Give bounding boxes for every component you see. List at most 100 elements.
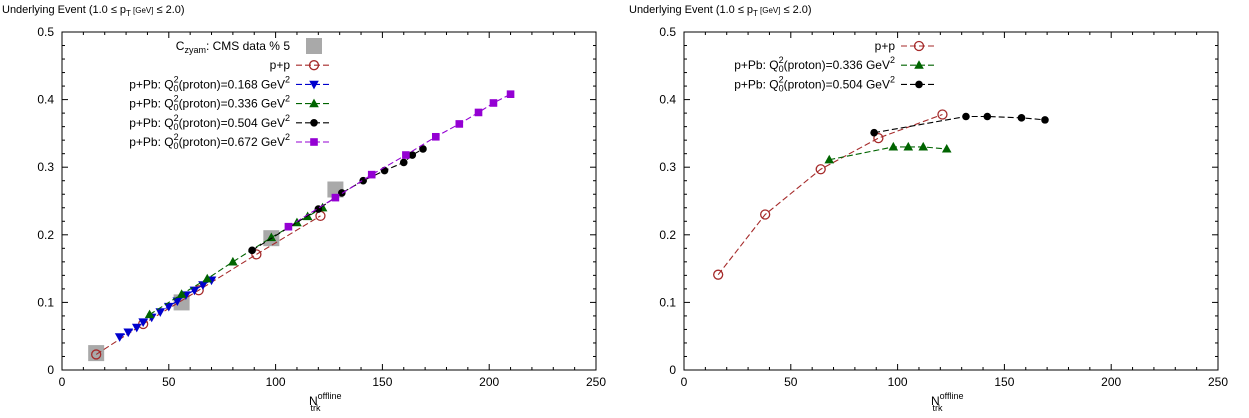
chart-title-unit: [GeV] (758, 6, 781, 15)
data-point (114, 333, 125, 342)
legend-marker (914, 60, 924, 69)
data-point (455, 120, 464, 128)
data-point (228, 256, 238, 266)
data-point (903, 141, 914, 151)
x-tick-label: 150 (994, 375, 1014, 389)
x-tick-label: 0 (59, 375, 66, 389)
x-tick-label: 200 (1101, 375, 1121, 389)
legend-label: p+p (875, 39, 896, 53)
data-point (870, 128, 878, 137)
legend-label-text: p+p (875, 39, 896, 53)
y-tick-label: 0 (669, 363, 676, 377)
x-tick-label: 100 (266, 375, 286, 389)
legend-label: p+Pb: Q2 0(proton)=0.672 GeV2 (129, 132, 290, 151)
series-line (829, 146, 947, 161)
legend-label-text: p+Pb: Q (734, 58, 778, 72)
legend-label: p+Pb: Q2 0(proton)=0.504 GeV2 (734, 74, 895, 93)
series-1 (91, 210, 326, 360)
legend-label: p+Pb: Q2 0(proton)=0.336 GeV2 (734, 55, 895, 74)
data-point (918, 141, 929, 151)
y-tick-label: 0.1 (37, 295, 54, 309)
series-line (874, 115, 1046, 134)
data-point (248, 246, 256, 255)
legend-label-text: p+p (270, 58, 291, 72)
data-point (399, 158, 408, 167)
x-tick-label: 150 (372, 375, 392, 389)
chart-title-text: ≤ 2.0) (153, 4, 184, 16)
data-point (284, 222, 293, 231)
legend-label-superscript: 2 (890, 74, 895, 84)
legend-label-text: p+Pb: Q (734, 77, 778, 91)
data-point (367, 170, 376, 179)
y-tick-label: 0 (47, 363, 54, 377)
legend-marker (310, 138, 318, 146)
series-0 (88, 181, 344, 362)
data-point (888, 141, 899, 151)
legend-label-subscript: 0 (174, 141, 179, 151)
legend-label-superscript: 2 (174, 94, 179, 104)
legend-marker (308, 60, 320, 71)
legend-marker (309, 80, 319, 90)
legend-label: Czyam: CMS data % 5 (176, 39, 291, 55)
series-1 (824, 141, 952, 164)
data-point (760, 209, 771, 220)
series-2 (114, 276, 217, 342)
data-point (202, 273, 213, 283)
legend-label-text: (proton)=0.168 GeV (179, 77, 285, 91)
chart-title: Underlying Event (1.0 ≤ pT [GeV] ≤ 2.0) (2, 4, 185, 18)
series-5 (284, 90, 515, 231)
data-point (983, 112, 992, 121)
legend-label-superscript: 2 (779, 74, 784, 84)
x-axis-label-superscript: offline (940, 391, 964, 401)
series-0 (713, 109, 948, 280)
legend-label-superscript: 2 (174, 74, 179, 84)
x-tick-label: 250 (1208, 375, 1228, 389)
chart-title: Underlying Event (1.0 ≤ pT [GeV] ≤ 2.0) (629, 4, 812, 18)
data-point (432, 132, 440, 141)
data-point (941, 143, 952, 153)
legend-label: p+Pb: Q2 0(proton)=0.168 GeV2 (129, 74, 290, 93)
x-axis-label-subscript: trk (933, 403, 943, 413)
y-tick-label: 0.3 (659, 160, 676, 174)
y-tick-label: 0.4 (659, 93, 676, 107)
data-point (338, 189, 346, 197)
data-point (331, 193, 340, 202)
left-panel: Underlying Event (1.0 ≤ pT [GeV] ≤ 2.0) 0… (2, 4, 606, 413)
x-tick-label: 0 (681, 375, 688, 389)
legend-label-superscript: 2 (285, 132, 290, 142)
legend-label-superscript: 2 (285, 74, 290, 84)
data-point (1017, 114, 1026, 122)
x-axis-label: Noffline trk (309, 391, 342, 413)
legend-marker (913, 40, 925, 52)
data-point (172, 297, 183, 307)
legend-label-subscript: 0 (174, 122, 179, 132)
data-point (408, 151, 417, 159)
legend-label-superscript: 2 (285, 113, 290, 123)
chart-title-text: ≤ 2.0) (780, 4, 811, 16)
data-point (402, 151, 410, 159)
legend-label-text: C (176, 39, 185, 53)
series-2 (870, 112, 1049, 137)
plot-frame (61, 31, 597, 371)
legend-label: p+Pb: Q2 0(proton)=0.504 GeV2 (129, 113, 290, 132)
y-tick-label: 0.4 (37, 93, 54, 107)
data-point (419, 145, 427, 153)
chart-title-unit: [GeV] (131, 6, 154, 15)
legend-marker (309, 98, 319, 108)
data-point (489, 99, 498, 107)
y-tick-label: 0.2 (659, 228, 676, 242)
legend-label-subscript: 0 (779, 83, 784, 93)
data-point (815, 164, 826, 175)
legend-label-text: p+Pb: Q (129, 135, 173, 149)
data-point (189, 286, 200, 296)
legend-label-text: p+Pb: Q (129, 77, 173, 91)
x-axis-label-superscript: offline (318, 391, 342, 401)
legend: Czyam: CMS data % 5p+pp+Pb: Q2 0(proton)=… (129, 38, 332, 151)
legend-label-text: p+Pb: Q (129, 116, 173, 130)
legend-label-subscript: 0 (174, 83, 179, 93)
data-point (144, 309, 155, 319)
legend-label-superscript: 2 (890, 55, 895, 65)
series-line (717, 113, 943, 276)
legend-marker (915, 80, 923, 89)
